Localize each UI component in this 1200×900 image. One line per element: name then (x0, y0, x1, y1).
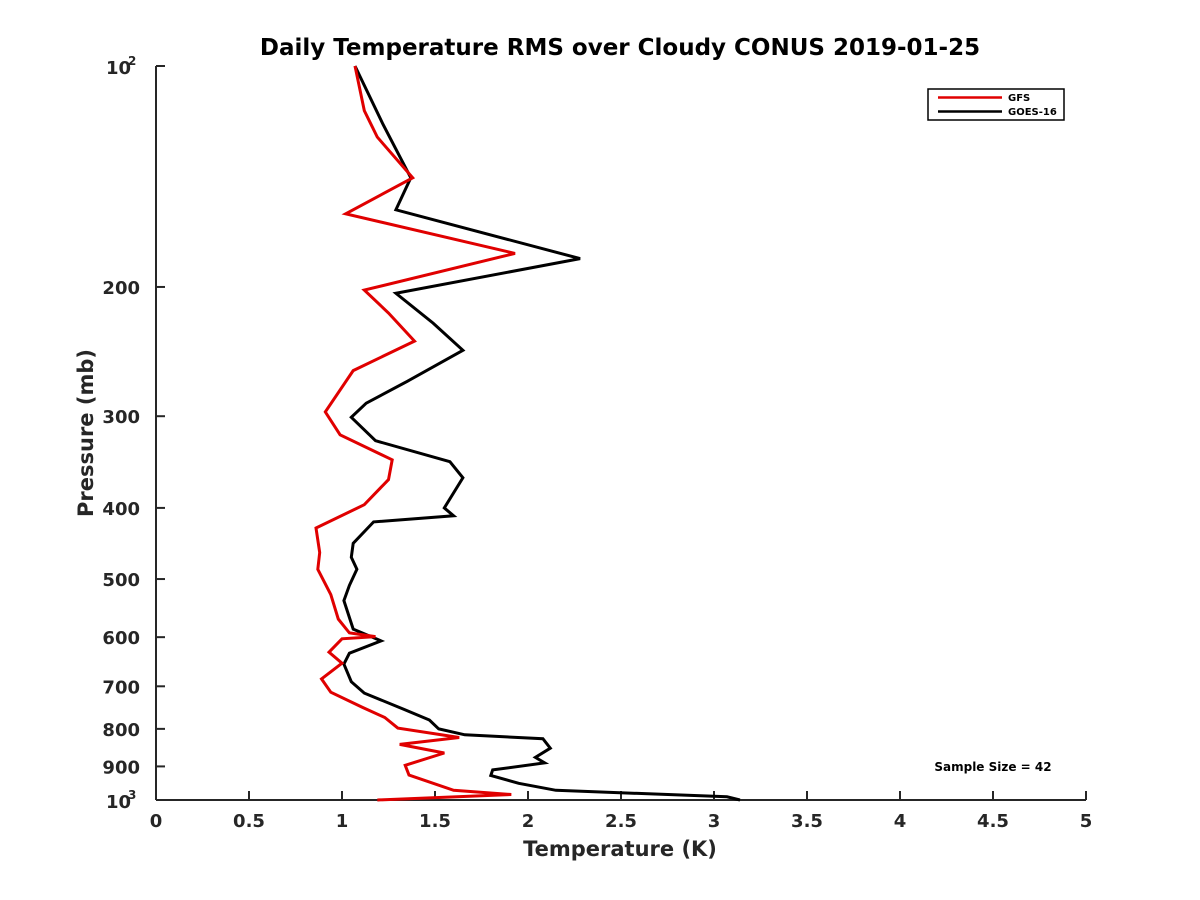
y-tick-exponent: 3 (128, 788, 136, 802)
series-line-gfs (314, 65, 516, 802)
series-line-goes16 (342, 65, 741, 802)
x-tick-label: 1.5 (419, 811, 451, 832)
series-layer (314, 65, 741, 802)
legend-label-gfs: GFS (1008, 93, 1030, 104)
chart-title: Daily Temperature RMS over Cloudy CONUS … (260, 35, 980, 61)
legend: GFS GOES-16 (927, 88, 1065, 121)
x-tick-label: 2.5 (605, 811, 637, 832)
y-axis-label: Pressure (mb) (74, 349, 98, 517)
y-tick-label: 500 (102, 570, 140, 591)
x-tick-label: 2 (522, 811, 535, 832)
legend-label-goes16: GOES-16 (1008, 107, 1057, 118)
y-tick-label: 300 (102, 407, 140, 428)
y-tick-label: 800 (102, 720, 140, 741)
x-tick-label: 0.5 (233, 811, 265, 832)
y-tick-label: 600 (102, 628, 140, 649)
x-tick-label: 3 (708, 811, 721, 832)
x-tick-label: 4.5 (977, 811, 1009, 832)
y-tick-label: 900 (102, 757, 140, 778)
legend-box (927, 88, 1065, 121)
y-tick-exponent: 2 (128, 54, 136, 68)
y-tick-label: 10 (106, 58, 131, 79)
x-axis: 0 0.5 1 1.5 2 2.5 3 3.5 4 4.5 5 (150, 791, 1093, 832)
x-tick-label: 5 (1080, 811, 1093, 832)
x-axis-label: Temperature (K) (523, 837, 717, 861)
x-tick-label: 1 (336, 811, 349, 832)
x-tick-label: 3.5 (791, 811, 823, 832)
x-tick-label: 4 (894, 811, 907, 832)
sample-size-annotation: Sample Size = 42 (934, 760, 1051, 774)
y-tick-label: 200 (102, 278, 140, 299)
y-tick-label: 700 (102, 677, 140, 698)
x-tick-label: 0 (150, 811, 163, 832)
y-tick-label: 10 (106, 792, 131, 813)
y-tick-label: 400 (102, 499, 140, 520)
